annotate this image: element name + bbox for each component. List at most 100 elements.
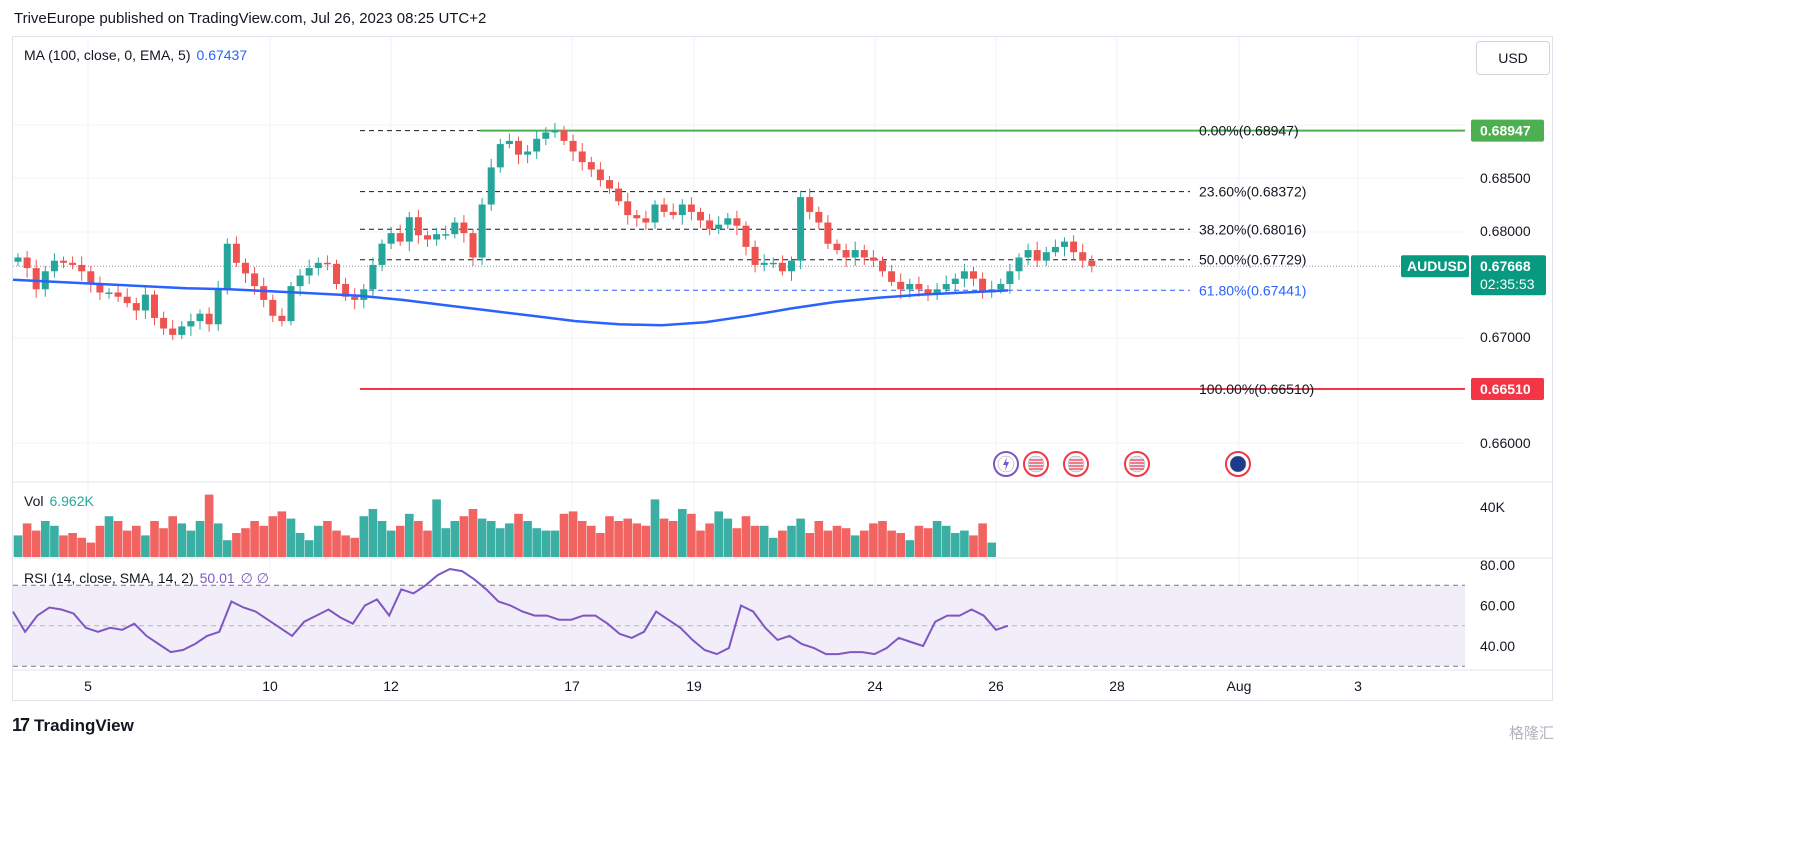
- volume-bar: [632, 523, 642, 557]
- us-flag-event-icon[interactable]: [1124, 451, 1150, 477]
- candle: [196, 313, 204, 322]
- candle: [515, 140, 522, 155]
- candle: [851, 250, 859, 258]
- volume-bar: [577, 521, 587, 557]
- ma-legend-label: MA (100, close, 0, EMA, 5): [24, 47, 191, 63]
- candle: [869, 257, 877, 261]
- volume-bar: [159, 528, 168, 557]
- volume-bar: [887, 530, 896, 557]
- candle: [897, 281, 905, 290]
- candle: [14, 257, 22, 262]
- candle: [1024, 250, 1032, 258]
- candle: [942, 284, 950, 290]
- candle: [1070, 241, 1078, 253]
- grid: [13, 37, 1465, 670]
- price-axis-label: 0.68500: [1480, 170, 1531, 186]
- volume-bar: [195, 521, 205, 557]
- candle: [979, 278, 987, 293]
- volume-bar: [505, 523, 514, 557]
- rsi-legend-label: RSI (14, close, SMA, 14, 2): [24, 570, 194, 586]
- tradingview-logo[interactable]: 17 TradingView: [12, 715, 134, 736]
- candle: [587, 162, 595, 170]
- volume-bar: [941, 525, 951, 557]
- time-axis-label: 12: [383, 678, 399, 694]
- volume-bar: [141, 535, 150, 557]
- rsi-axis-label: 40.00: [1480, 638, 1515, 654]
- candle: [951, 278, 959, 284]
- candle: [305, 268, 313, 276]
- price-axis-label: 0.66000: [1480, 435, 1531, 451]
- ma-line: [12, 278, 1009, 327]
- candle: [260, 286, 268, 300]
- volume-bar: [113, 521, 123, 557]
- volume-bar: [22, 523, 32, 557]
- candle: [232, 243, 240, 263]
- volume-bar: [332, 530, 341, 557]
- volume-bar: [978, 523, 987, 557]
- fib-label: 61.80%(0.67441): [1199, 282, 1306, 298]
- candle: [660, 204, 668, 212]
- candle: [205, 313, 213, 325]
- symbol-tag: AUDUSD: [1407, 258, 1467, 274]
- volume-bar: [641, 525, 651, 557]
- volume-bar: [596, 533, 605, 557]
- candle: [833, 243, 841, 251]
- volume-bar: [787, 525, 796, 557]
- candle: [578, 151, 586, 163]
- candle: [323, 262, 331, 265]
- volume-bar: [687, 513, 696, 557]
- volume-bar: [805, 533, 814, 557]
- volume-bar: [386, 530, 396, 557]
- countdown-label: 02:35:53: [1480, 276, 1535, 292]
- volume-bar: [532, 528, 541, 557]
- candle: [214, 289, 222, 325]
- candle: [141, 294, 149, 311]
- us-flag-event-icon[interactable]: [1063, 451, 1089, 477]
- rsi-axis-label: 60.00: [1480, 598, 1515, 614]
- candle: [806, 197, 814, 212]
- volume-bar: [750, 525, 760, 557]
- candle: [651, 204, 659, 223]
- last-price-tag: 0.67668: [1480, 258, 1531, 274]
- currency-button[interactable]: USD: [1476, 41, 1550, 75]
- volume-legend[interactable]: Vol 6.962K: [24, 493, 94, 509]
- candle: [1042, 252, 1050, 261]
- volume-bar: [31, 530, 41, 557]
- volume-bar: [286, 518, 296, 557]
- candle: [32, 268, 40, 290]
- volume-bar: [860, 530, 869, 557]
- candle: [687, 204, 695, 212]
- volume-bar: [987, 542, 996, 557]
- volume-bar: [732, 528, 742, 557]
- candle: [96, 284, 104, 293]
- volume-bar: [605, 516, 614, 557]
- us-flag-event-icon[interactable]: [1023, 451, 1049, 477]
- volume-bar: [705, 523, 714, 557]
- candle: [624, 201, 632, 216]
- lightning-event-icon[interactable]: [993, 451, 1019, 477]
- rsi-pane: [12, 567, 1465, 667]
- candle: [569, 140, 577, 152]
- volume-bar: [951, 533, 960, 557]
- candle: [433, 234, 441, 240]
- volume-bar: [423, 530, 432, 557]
- volume-bar: [414, 521, 423, 557]
- volume-bar: [523, 521, 532, 557]
- rsi-legend[interactable]: RSI (14, close, SMA, 14, 2) 50.01 ∅ ∅: [24, 570, 269, 587]
- ma-legend[interactable]: MA (100, close, 0, EMA, 5) 0.67437: [24, 47, 247, 63]
- au-flag-event-icon[interactable]: [1225, 451, 1251, 477]
- volume-bar: [277, 511, 287, 557]
- candle: [906, 284, 914, 290]
- volume-bar: [541, 530, 551, 557]
- volume-bar: [714, 511, 723, 557]
- volume-bar: [678, 509, 687, 557]
- volume-bar: [450, 521, 460, 557]
- volume-bar: [59, 535, 68, 557]
- volume-bar: [905, 540, 915, 557]
- volume-bar: [878, 521, 887, 557]
- volume-bar: [104, 516, 114, 557]
- candle: [478, 204, 486, 258]
- candle: [1015, 257, 1023, 272]
- volume-bar: [932, 521, 942, 557]
- chart-canvas[interactable]: 0.00%(0.68947) 23.60%(0.68372) 38.20%(0.68…: [0, 0, 1568, 750]
